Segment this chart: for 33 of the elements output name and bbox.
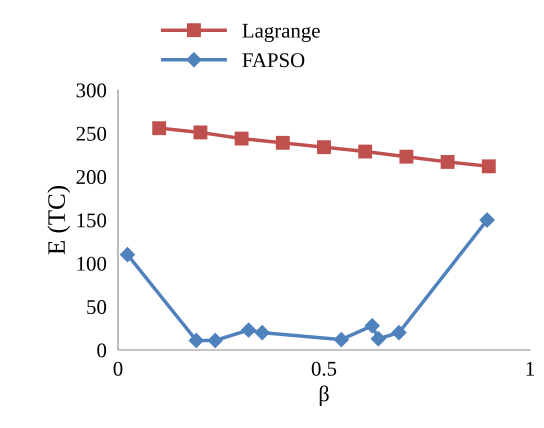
y-tick-label: 50 [87, 300, 106, 314]
point [480, 212, 495, 228]
y-tick-label: 250 [76, 126, 106, 141]
y-axis-title: E (TC) [47, 186, 70, 254]
y-tick-label: 300 [76, 83, 106, 98]
point [358, 144, 372, 158]
y-tick-label: 0 [97, 343, 106, 358]
legend-label: Lagrange [242, 24, 320, 42]
x-tick-label: 1 [526, 362, 534, 376]
legend-label: FAPSO [242, 53, 304, 68]
point [482, 159, 496, 174]
point [234, 132, 249, 146]
point [317, 140, 331, 154]
point [208, 332, 223, 348]
point [188, 332, 204, 348]
x-tick-label: 0 [114, 362, 122, 376]
x-axis-title: β [320, 386, 329, 406]
y-tick-label: 200 [76, 170, 106, 184]
point [152, 121, 166, 136]
point [120, 247, 136, 262]
x-tick-label: 0.5 [312, 362, 336, 376]
point [254, 325, 270, 340]
point [364, 318, 380, 334]
point [370, 331, 386, 346]
point [276, 136, 290, 150]
point [391, 325, 407, 340]
point [193, 126, 208, 140]
point [440, 154, 455, 169]
y-tick-label: 150 [77, 213, 106, 228]
point [334, 332, 349, 348]
y-tick-label: 100 [77, 256, 106, 271]
point [399, 150, 414, 164]
point [241, 322, 256, 338]
